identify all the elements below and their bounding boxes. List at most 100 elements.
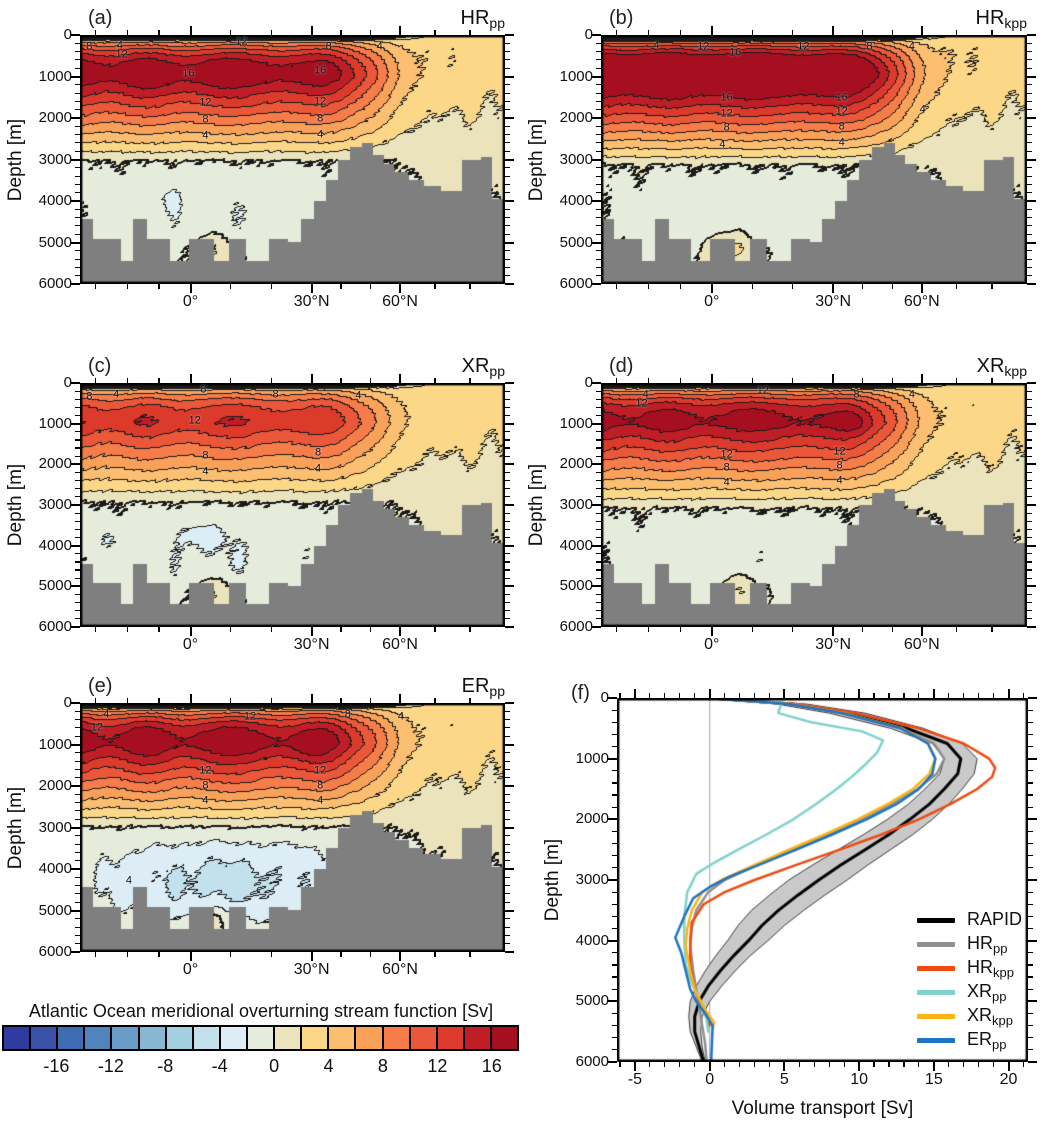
axis-tick	[75, 561, 80, 563]
axis-tick	[1027, 447, 1032, 449]
axis-tick	[1028, 952, 1033, 954]
y-tick-label: 2000	[38, 455, 72, 473]
y-tick-label: 1000	[38, 735, 72, 753]
axis-tick	[596, 480, 601, 482]
axis-tick	[1027, 275, 1032, 277]
axis-tick	[75, 610, 80, 612]
axis-tick	[505, 134, 510, 136]
axis-tick	[189, 694, 192, 703]
axis-tick	[505, 810, 510, 812]
axis-tick	[1027, 577, 1032, 579]
axis-tick	[505, 610, 510, 612]
axis-tick	[679, 627, 681, 632]
axis-tick	[592, 463, 601, 466]
legend-swatch	[916, 941, 955, 947]
y-tick-label: 0	[63, 374, 72, 391]
y-tick-label: 3000	[38, 818, 72, 836]
contour-label: 16	[729, 46, 742, 59]
axis-tick	[369, 952, 372, 957]
axis-tick	[505, 934, 510, 936]
axis-tick	[596, 208, 601, 210]
legend-swatch	[916, 1013, 955, 1019]
axis-tick	[616, 284, 618, 289]
axis-tick	[95, 627, 97, 632]
axis-tick	[505, 569, 510, 571]
axis-tick	[932, 1062, 935, 1071]
axis-tick	[95, 378, 97, 383]
y-tick-label: 5000	[38, 233, 72, 251]
contour-label: 8	[86, 40, 93, 53]
axis-tick	[612, 721, 617, 723]
contour-label: 4	[642, 388, 649, 401]
y-tick-label: 5000	[38, 577, 72, 595]
axis-tick	[469, 284, 471, 289]
axis-tick	[270, 30, 272, 35]
contour-label: 8	[838, 120, 845, 133]
axis-tick	[75, 536, 80, 539]
axis-tick	[1027, 553, 1032, 555]
axis-tick	[679, 284, 681, 289]
y-tick-label: 5000	[38, 901, 72, 919]
axis-tick	[75, 266, 80, 268]
y-tick-label: 1000	[559, 67, 593, 85]
axis-tick	[158, 30, 160, 35]
colorbar-cell	[218, 1027, 246, 1049]
axis-tick	[596, 233, 601, 235]
axis-tick	[399, 374, 402, 383]
axis-tick	[1027, 536, 1032, 539]
axis-tick	[505, 585, 514, 588]
axis-tick	[71, 785, 80, 787]
axis-tick	[505, 225, 510, 227]
axis-tick	[75, 727, 80, 729]
panel-letter: (e)	[88, 675, 113, 697]
axis-tick	[505, 901, 510, 903]
axis-tick	[505, 200, 514, 202]
axis-tick	[792, 627, 794, 632]
axis-tick	[505, 868, 514, 870]
axis-tick	[843, 693, 845, 698]
axis-tick	[505, 536, 510, 539]
x-tick-label: 30°N	[293, 961, 330, 978]
axis-tick	[505, 398, 510, 400]
contour-label: 8	[866, 40, 873, 53]
axis-tick	[505, 439, 510, 441]
axis-tick	[596, 496, 601, 498]
y-tick-label: 6000	[38, 618, 72, 635]
axis-tick	[71, 743, 80, 746]
axis-tick	[592, 422, 601, 425]
axis-tick	[158, 698, 160, 703]
axis-tick	[1027, 158, 1036, 161]
x-tick-label: 0°	[182, 636, 199, 653]
axis-tick	[75, 593, 80, 596]
axis-tick	[612, 891, 617, 893]
axis-tick	[888, 1062, 890, 1067]
axis-tick	[647, 627, 650, 632]
axis-tick	[649, 693, 651, 698]
axis-tick	[753, 693, 756, 698]
axis-tick	[1027, 439, 1032, 441]
axis-tick	[1028, 1049, 1033, 1051]
x-tick-label: -5	[627, 1071, 643, 1088]
axis-tick	[792, 30, 794, 35]
axis-tick	[434, 30, 436, 35]
axis-tick	[1027, 59, 1032, 61]
panel-d: (d) XRkpp Depth [m] 4 12 12 8 4 12 8 4 12 8 4 0 1000…	[526, 355, 1036, 653]
y-tick-label: 3000	[559, 150, 593, 168]
axis-tick	[270, 952, 272, 957]
axis-tick	[75, 208, 80, 210]
axis-tick	[126, 378, 128, 383]
contour-label: 4	[116, 39, 123, 52]
axis-tick	[612, 964, 617, 966]
panel-title: HRpp	[460, 7, 505, 31]
axis-tick	[71, 200, 80, 202]
axis-tick	[75, 777, 80, 779]
y-tick-label: 5000	[575, 992, 609, 1010]
axis-tick	[694, 1062, 696, 1067]
axis-tick	[612, 794, 617, 796]
axis-tick	[596, 512, 601, 514]
axis-tick	[679, 1062, 681, 1067]
axis-tick	[399, 627, 402, 636]
axis-tick	[596, 561, 601, 563]
axis-tick	[1027, 390, 1032, 392]
axis-tick	[724, 693, 726, 698]
